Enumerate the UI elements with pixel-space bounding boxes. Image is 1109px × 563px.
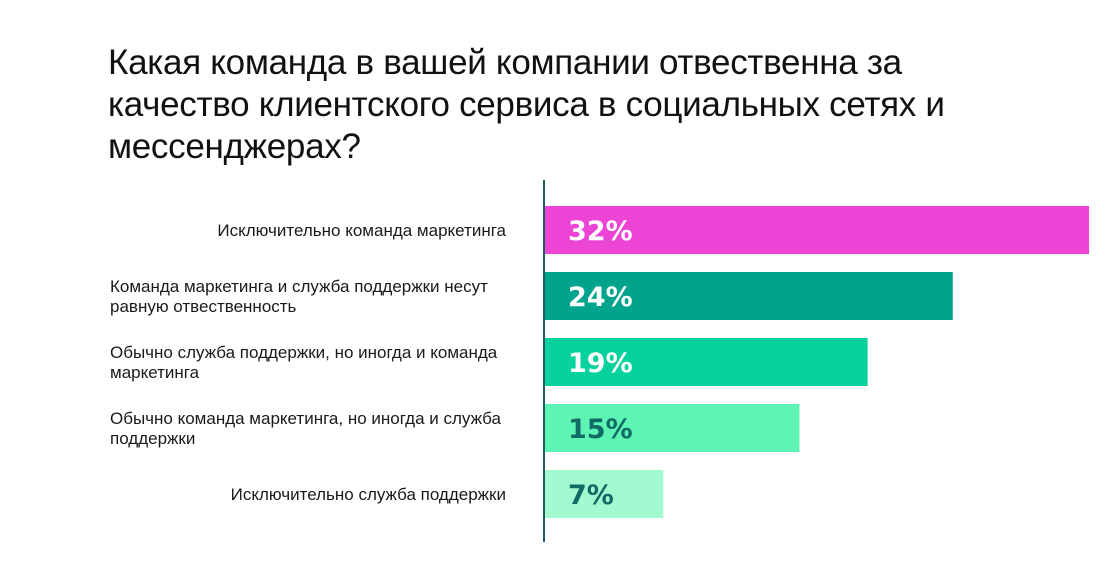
value-label-2: 24% <box>568 282 633 313</box>
category-label-5: Исключительно служба поддержки <box>231 485 506 504</box>
value-label-3: 19% <box>568 348 633 379</box>
value-label-1: 32% <box>568 216 633 247</box>
bar-1 <box>544 206 1089 254</box>
bar-4 <box>544 404 800 452</box>
category-label-2: Команда маркетинга и служба поддержки не… <box>110 277 488 316</box>
chart-title: Какая команда в вашей компании отвествен… <box>108 43 945 166</box>
category-label-4: Обычно команда маркетинга, но иногда и с… <box>110 409 502 448</box>
bar-3 <box>544 338 868 386</box>
value-label-5: 7% <box>568 480 614 511</box>
bar-5 <box>544 470 664 518</box>
value-label-4: 15% <box>568 414 633 445</box>
category-label-1: Исключительно команда маркетинга <box>217 221 506 240</box>
category-label-3: Обычно служба поддержки, но иногда и ком… <box>110 343 498 382</box>
bar-2 <box>544 272 953 320</box>
